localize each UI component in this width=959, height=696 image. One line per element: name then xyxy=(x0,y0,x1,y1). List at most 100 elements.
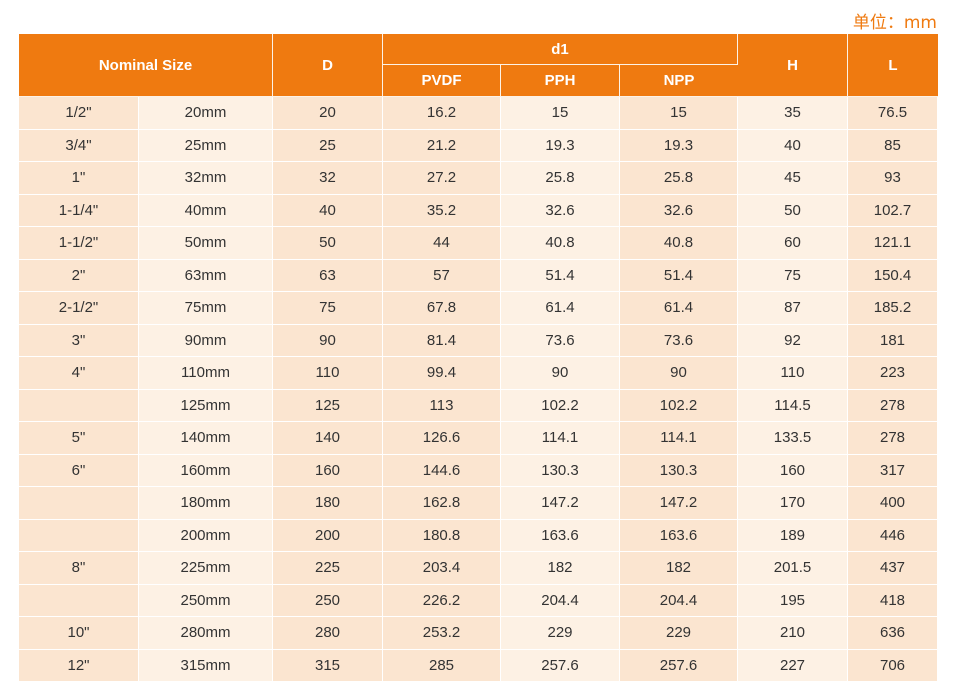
cell-h: 210 xyxy=(738,617,849,650)
cell-inch: 5" xyxy=(19,422,139,455)
cell-pph: 15 xyxy=(501,97,621,130)
cell-npp: 229 xyxy=(620,617,739,650)
cell-mm: 225mm xyxy=(139,552,274,585)
cell-mm: 125mm xyxy=(139,389,274,422)
cell-pvdf: 285 xyxy=(383,649,502,682)
cell-pvdf: 144.6 xyxy=(383,454,502,487)
header-npp: NPP xyxy=(620,65,739,97)
table-row: 4" 110mm 110 99.4 90 90 110 223 xyxy=(19,357,939,390)
cell-mm: 110mm xyxy=(139,357,274,390)
table-row: 3" 90mm 90 81.4 73.6 73.6 92 181 xyxy=(19,324,939,357)
cell-h: 87 xyxy=(738,292,849,325)
cell-d: 280 xyxy=(273,617,384,650)
cell-l: 706 xyxy=(848,649,939,682)
cell-npp: 51.4 xyxy=(620,259,739,292)
cell-d: 50 xyxy=(273,227,384,260)
cell-npp: 114.1 xyxy=(620,422,739,455)
cell-mm: 280mm xyxy=(139,617,274,650)
cell-d: 225 xyxy=(273,552,384,585)
cell-npp: 163.6 xyxy=(620,519,739,552)
cell-npp: 204.4 xyxy=(620,584,739,617)
table-row: 200mm 200 180.8 163.6 163.6 189 446 xyxy=(19,519,939,552)
table-row: 8" 225mm 225 203.4 182 182 201.5 437 xyxy=(19,552,939,585)
cell-inch: 2" xyxy=(19,259,139,292)
cell-h: 60 xyxy=(738,227,849,260)
cell-d: 25 xyxy=(273,129,384,162)
cell-mm: 160mm xyxy=(139,454,274,487)
cell-mm: 180mm xyxy=(139,487,274,520)
cell-mm: 140mm xyxy=(139,422,274,455)
cell-l: 85 xyxy=(848,129,939,162)
cell-h: 92 xyxy=(738,324,849,357)
header-d: D xyxy=(273,34,384,97)
cell-inch: 2-1/2" xyxy=(19,292,139,325)
cell-l: 278 xyxy=(848,389,939,422)
cell-mm: 75mm xyxy=(139,292,274,325)
table-row: 1/2" 20mm 20 16.2 15 15 35 76.5 xyxy=(19,97,939,130)
cell-inch: 1-1/2" xyxy=(19,227,139,260)
cell-l: 102.7 xyxy=(848,194,939,227)
cell-pph: 257.6 xyxy=(501,649,621,682)
cell-pvdf: 203.4 xyxy=(383,552,502,585)
cell-pph: 163.6 xyxy=(501,519,621,552)
table-row: 1-1/4" 40mm 40 35.2 32.6 32.6 50 102.7 xyxy=(19,194,939,227)
cell-pvdf: 226.2 xyxy=(383,584,502,617)
cell-pvdf: 162.8 xyxy=(383,487,502,520)
header-pph: PPH xyxy=(501,65,621,97)
cell-d: 90 xyxy=(273,324,384,357)
cell-inch: 1" xyxy=(19,162,139,195)
cell-pph: 19.3 xyxy=(501,129,621,162)
cell-pph: 51.4 xyxy=(501,259,621,292)
cell-pph: 61.4 xyxy=(501,292,621,325)
cell-npp: 15 xyxy=(620,97,739,130)
cell-mm: 315mm xyxy=(139,649,274,682)
cell-d: 63 xyxy=(273,259,384,292)
cell-npp: 257.6 xyxy=(620,649,739,682)
cell-l: 185.2 xyxy=(848,292,939,325)
cell-l: 437 xyxy=(848,552,939,585)
cell-h: 40 xyxy=(738,129,849,162)
cell-h: 45 xyxy=(738,162,849,195)
cell-mm: 20mm xyxy=(139,97,274,130)
cell-inch: 12" xyxy=(19,649,139,682)
cell-pph: 130.3 xyxy=(501,454,621,487)
cell-l: 317 xyxy=(848,454,939,487)
cell-h: 195 xyxy=(738,584,849,617)
table-header: Nominal Size D d1 H L PVDF PPH NPP xyxy=(19,34,939,97)
cell-h: 110 xyxy=(738,357,849,390)
header-pvdf: PVDF xyxy=(383,65,502,97)
cell-npp: 102.2 xyxy=(620,389,739,422)
table-body: 1/2" 20mm 20 16.2 15 15 35 76.5 3/4" 25mm 25 21.2 19… xyxy=(19,97,939,682)
cell-npp: 90 xyxy=(620,357,739,390)
cell-pvdf: 253.2 xyxy=(383,617,502,650)
cell-inch: 3" xyxy=(19,324,139,357)
cell-d: 180 xyxy=(273,487,384,520)
cell-h: 133.5 xyxy=(738,422,849,455)
cell-pvdf: 67.8 xyxy=(383,292,502,325)
cell-inch: 1/2" xyxy=(19,97,139,130)
cell-inch: 1-1/4" xyxy=(19,194,139,227)
cell-pph: 90 xyxy=(501,357,621,390)
header-nominal-size: Nominal Size xyxy=(19,34,274,97)
cell-pvdf: 113 xyxy=(383,389,502,422)
cell-inch: 6" xyxy=(19,454,139,487)
table-row: 1-1/2" 50mm 50 44 40.8 40.8 60 121.1 xyxy=(19,227,939,260)
cell-npp: 25.8 xyxy=(620,162,739,195)
cell-inch: 3/4" xyxy=(19,129,139,162)
spec-table: Nominal Size D d1 H L PVDF PPH NPP 1/2" 2… xyxy=(19,34,939,682)
cell-d: 250 xyxy=(273,584,384,617)
cell-d: 32 xyxy=(273,162,384,195)
cell-pph: 147.2 xyxy=(501,487,621,520)
cell-h: 227 xyxy=(738,649,849,682)
table-row: 2-1/2" 75mm 75 67.8 61.4 61.4 87 185.2 xyxy=(19,292,939,325)
header-d1: d1 xyxy=(383,34,739,65)
cell-npp: 61.4 xyxy=(620,292,739,325)
cell-pph: 204.4 xyxy=(501,584,621,617)
cell-l: 400 xyxy=(848,487,939,520)
cell-mm: 40mm xyxy=(139,194,274,227)
cell-pvdf: 16.2 xyxy=(383,97,502,130)
cell-l: 93 xyxy=(848,162,939,195)
cell-pvdf: 44 xyxy=(383,227,502,260)
cell-mm: 50mm xyxy=(139,227,274,260)
cell-npp: 32.6 xyxy=(620,194,739,227)
